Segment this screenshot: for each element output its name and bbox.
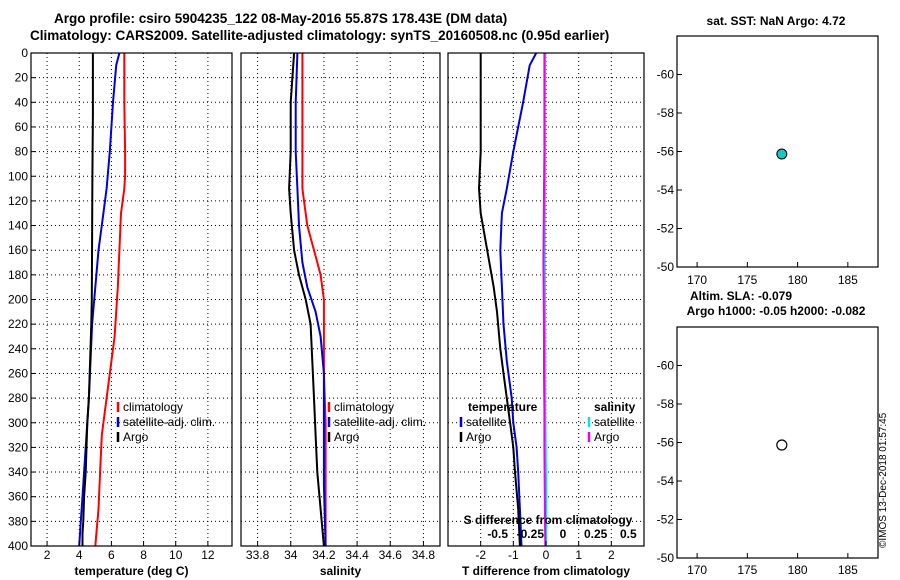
sla-ytick-label-3: -56 <box>657 436 675 450</box>
depth-ytick-label-12: 240 <box>8 342 28 356</box>
temp-legend-label-0: climatology <box>123 400 183 414</box>
profile-panel-1-series-argo <box>81 53 94 546</box>
tdiff-xtick-label-2: 0 <box>543 548 550 562</box>
profile-panel-3-series-t-satellite <box>499 52 538 547</box>
sla-ytick-label-4: -58 <box>657 397 675 411</box>
depth-ytick-label-20: 400 <box>8 539 28 553</box>
diff-legend-temperature-label-0: satellite <box>466 415 507 429</box>
depth-ytick-label-5: 100 <box>8 169 28 183</box>
sdiff-xtick-label-3: 0.25 <box>584 527 608 541</box>
temp-xtick-label-2: 6 <box>108 548 115 562</box>
depth-ytick-label-18: 360 <box>8 490 28 504</box>
sst-ytick-label-1: -52 <box>657 222 675 236</box>
sla-xtick-label-0: 170 <box>687 563 707 577</box>
sla-xtick-label-1: 175 <box>737 563 757 577</box>
sst-argo-point-0 <box>776 148 788 160</box>
depth-ytick-label-0: 0 <box>21 46 28 60</box>
sal-xtick-label-2: 34.2 <box>312 548 336 562</box>
sdiff-xtick-label-1: -0.25 <box>517 527 545 541</box>
depth-ytick-label-2: 40 <box>15 95 29 109</box>
sla-ytick-label-1: -52 <box>657 513 675 527</box>
sst-ytick-label-0: -50 <box>657 260 675 274</box>
sal-xtick-label-1: 34 <box>284 548 298 562</box>
depth-ytick-label-10: 200 <box>8 293 28 307</box>
sst-xtick-label-2: 180 <box>788 273 808 287</box>
depth-ytick-label-3: 60 <box>15 120 29 134</box>
sdiff-xtick-label-0: -0.5 <box>487 527 508 541</box>
profile-panel-3-series-s-argo <box>542 53 547 547</box>
sal-legend-label-2: Argo <box>334 430 360 444</box>
diff-legend-title-temperature: temperature <box>468 400 538 414</box>
diff-legend-salinity-label-1: Argo <box>594 430 620 444</box>
diff-legend-title-salinity: salinity <box>594 400 636 414</box>
temp-legend-label-1: satellite-adj. clim. <box>123 415 215 429</box>
sal-legend-label-0: climatology <box>334 400 394 414</box>
sla-ytick-label-2: -54 <box>657 474 675 488</box>
temp-xtick-label-1: 4 <box>76 548 83 562</box>
depth-ytick-label-7: 140 <box>8 219 28 233</box>
profile-panel-2-frame <box>240 52 441 547</box>
sal-xtick-label-3: 34.4 <box>345 548 369 562</box>
depth-ytick-label-14: 280 <box>8 391 28 405</box>
depth-ytick-label-17: 340 <box>8 465 28 479</box>
sst-ytick-label-5: -60 <box>657 68 675 82</box>
depth-ytick-label-16: 320 <box>8 440 28 454</box>
depth-ytick-label-8: 160 <box>8 243 28 257</box>
sla-ytick-label-5: -60 <box>657 359 675 373</box>
tdiff-xlabel: T difference from climatology <box>462 564 630 578</box>
title-line-1: Argo profile: csiro 5904235_122 08-May-2… <box>54 11 508 26</box>
sst-xtick-label-3: 185 <box>838 273 858 287</box>
profile-panel-3-series-t-argo <box>478 53 521 547</box>
tdiff-xtick-label-0: -2 <box>475 548 486 562</box>
diff-legend-salinity-label-0: satellite <box>594 415 635 429</box>
depth-ytick-label-1: 20 <box>15 71 29 85</box>
diff-legend-temperature-label-1: Argo <box>466 430 492 444</box>
tdiff-xtick-label-3: 1 <box>575 548 582 562</box>
sla-xtick-label-3: 185 <box>838 563 858 577</box>
sst-title: sat. SST: NaN Argo: 4.72 <box>707 14 846 28</box>
sal-xtick-label-0: 33.8 <box>246 548 270 562</box>
sla-ytick-label-0: -50 <box>657 551 675 565</box>
temp-xlabel: temperature (deg C) <box>74 564 188 578</box>
temp-xtick-label-4: 10 <box>169 548 183 562</box>
profile-panel-2-series-satellite-adj-clim- <box>294 52 327 547</box>
sal-legend-label-1: satellite-adj. clim. <box>334 415 426 429</box>
sdiff-xlabel: S difference from climatology <box>464 513 633 527</box>
depth-ytick-label-6: 120 <box>8 194 28 208</box>
depth-ytick-label-11: 220 <box>8 317 28 331</box>
temp-legend-label-2: Argo <box>123 430 149 444</box>
profile-panel-2-series-argo <box>288 52 325 547</box>
tdiff-xtick-label-4: 2 <box>608 548 615 562</box>
imos-credit: ©IMOS 13-Dec-2018 01:57:45 <box>878 412 889 548</box>
sla-argo-point-0 <box>776 439 788 451</box>
title-line-2: Climatology: CARS2009. Satellite-adjuste… <box>30 28 610 43</box>
sal-xlabel: salinity <box>320 564 362 578</box>
depth-ytick-label-9: 180 <box>8 268 28 282</box>
sst-xtick-label-1: 175 <box>737 273 757 287</box>
sal-xtick-label-5: 34.8 <box>412 548 436 562</box>
depth-ytick-label-19: 380 <box>8 514 28 528</box>
sst-ytick-label-3: -56 <box>657 145 675 159</box>
sal-xtick-label-4: 34.6 <box>379 548 403 562</box>
sla-xtick-label-2: 180 <box>788 563 808 577</box>
sla-title-line-2: Argo h1000: -0.05 h2000: -0.082 <box>687 304 866 318</box>
sst-xtick-label-0: 170 <box>687 273 707 287</box>
temp-xtick-label-5: 12 <box>201 548 215 562</box>
sst-ytick-label-4: -58 <box>657 106 675 120</box>
sdiff-xtick-label-2: 0 <box>560 527 567 541</box>
temp-xtick-label-0: 2 <box>44 548 51 562</box>
profile-panel-2-series-climatology <box>301 53 327 546</box>
tdiff-xtick-label-1: -1 <box>508 548 519 562</box>
profile-panel-1-series-climatology <box>94 53 127 547</box>
temp-xtick-label-3: 8 <box>140 548 147 562</box>
sdiff-xtick-label-4: 0.5 <box>620 527 637 541</box>
depth-ytick-label-15: 300 <box>8 416 28 430</box>
sst-ytick-label-2: -54 <box>657 183 675 197</box>
sla-title-line-1: Altim. SLA: -0.079 <box>690 289 792 303</box>
depth-ytick-label-4: 80 <box>15 145 29 159</box>
depth-ytick-label-13: 260 <box>8 366 28 380</box>
profile-panel-2-bg <box>241 53 440 546</box>
